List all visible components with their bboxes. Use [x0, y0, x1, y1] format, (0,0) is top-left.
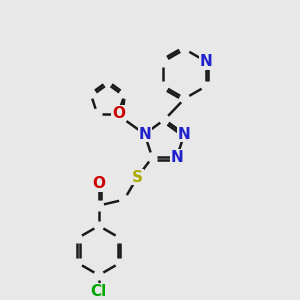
Text: O: O [92, 176, 105, 191]
Text: O: O [112, 106, 125, 121]
Text: N: N [170, 150, 183, 165]
Text: S: S [132, 169, 143, 184]
Text: N: N [138, 127, 151, 142]
Text: N: N [178, 127, 191, 142]
Text: N: N [200, 54, 212, 69]
Text: Cl: Cl [91, 284, 107, 298]
